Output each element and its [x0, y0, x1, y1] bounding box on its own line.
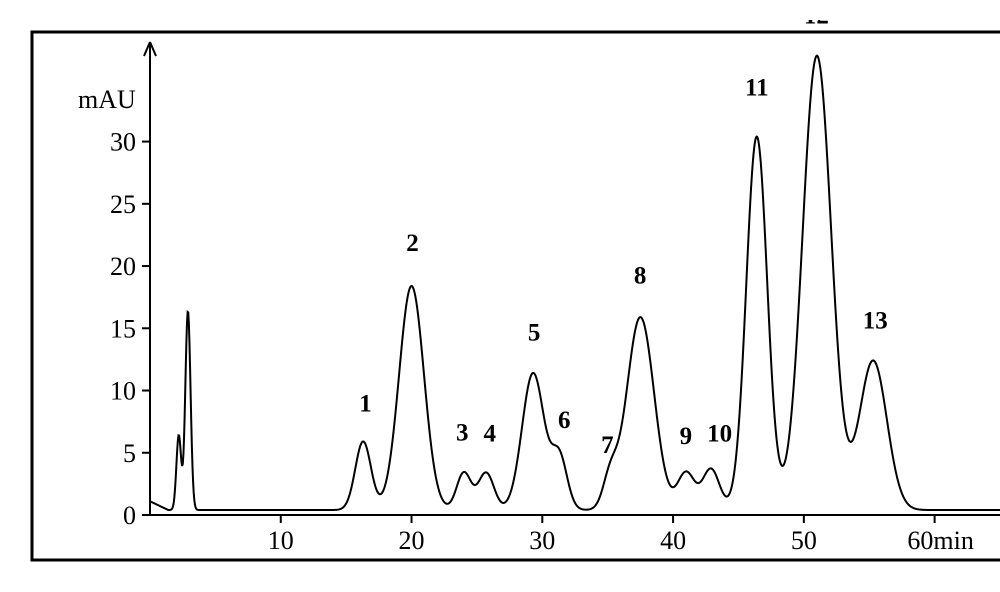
peak-label: 2	[406, 230, 419, 257]
peak-label: 10	[707, 421, 732, 448]
x-tick-label: 20	[399, 526, 425, 555]
x-tick-label: 50	[791, 526, 817, 555]
x-tick-label: 30	[529, 526, 555, 555]
peak-label: 3	[456, 419, 469, 446]
x-tick-label: 40	[660, 526, 686, 555]
y-tick-label: 30	[110, 128, 136, 157]
peak-label: 9	[680, 423, 693, 450]
y-tick-label: 25	[110, 190, 136, 219]
y-tick-label: 0	[123, 501, 136, 530]
y-axis-title: mAU	[78, 85, 136, 114]
peak-label: 7	[601, 432, 614, 459]
peak-label: 5	[528, 320, 541, 347]
peak-label: 6	[558, 407, 571, 434]
y-tick-label: 20	[110, 252, 136, 281]
peak-label: 1	[359, 391, 372, 418]
peak-label: 12	[804, 20, 829, 29]
peak-label: 4	[483, 421, 496, 448]
chart-svg: 051015202530mAU102030405060min1234567891…	[20, 20, 1000, 572]
x-axis-unit: 60min	[907, 526, 973, 555]
y-tick-label: 5	[123, 439, 136, 468]
peak-label: 13	[863, 307, 888, 334]
peak-label: 11	[745, 75, 769, 102]
y-tick-label: 10	[110, 377, 136, 406]
chromatogram-trace	[150, 56, 1000, 510]
chromatogram-chart: 051015202530mAU102030405060min1234567891…	[20, 20, 1000, 572]
outer-frame	[32, 32, 1000, 560]
y-tick-label: 15	[110, 314, 136, 343]
x-tick-label: 10	[268, 526, 294, 555]
peak-label: 8	[634, 262, 647, 289]
